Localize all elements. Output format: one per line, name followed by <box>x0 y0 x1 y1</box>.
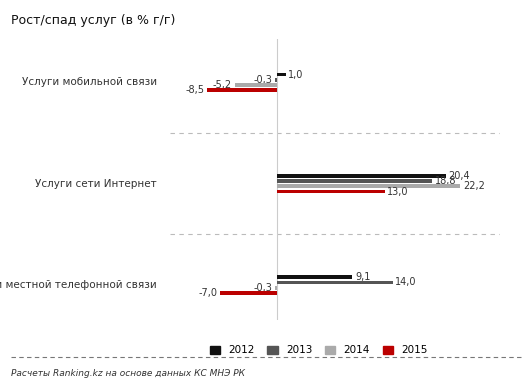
Bar <box>278 275 353 279</box>
Text: -8,5: -8,5 <box>186 85 205 95</box>
Bar <box>207 89 278 92</box>
Bar <box>278 179 433 183</box>
Text: 18,8: 18,8 <box>435 176 456 186</box>
Bar <box>275 78 278 82</box>
Bar <box>278 73 286 76</box>
Text: 14,0: 14,0 <box>395 277 417 287</box>
Bar <box>275 286 278 289</box>
Text: 13,0: 13,0 <box>387 186 409 197</box>
Text: Услуги мобильной связи: Услуги мобильной связи <box>22 78 157 87</box>
Text: 9,1: 9,1 <box>355 272 370 282</box>
Text: Услуги сети Интернет: Услуги сети Интернет <box>36 179 157 189</box>
Legend: 2012, 2013, 2014, 2015: 2012, 2013, 2014, 2015 <box>205 341 432 360</box>
Text: -0,3: -0,3 <box>254 75 272 85</box>
Bar <box>235 83 278 87</box>
Bar <box>278 190 385 193</box>
Text: Рост/спад услуг (в % г/г): Рост/спад услуг (в % г/г) <box>11 14 175 27</box>
Text: Расчеты Ranking.kz на основе данных КС МНЭ РК: Расчеты Ranking.kz на основе данных КС М… <box>11 369 245 378</box>
Bar <box>278 174 446 178</box>
Bar <box>278 280 393 284</box>
Bar <box>220 291 278 295</box>
Text: 1,0: 1,0 <box>288 69 304 80</box>
Text: 22,2: 22,2 <box>463 181 485 191</box>
Text: -5,2: -5,2 <box>213 80 232 90</box>
Text: -7,0: -7,0 <box>198 288 217 298</box>
Text: -0,3: -0,3 <box>254 283 272 292</box>
Bar <box>278 184 461 188</box>
Text: Услуги местной телефонной связи: Услуги местной телефонной связи <box>0 280 157 290</box>
Text: 20,4: 20,4 <box>448 171 470 181</box>
